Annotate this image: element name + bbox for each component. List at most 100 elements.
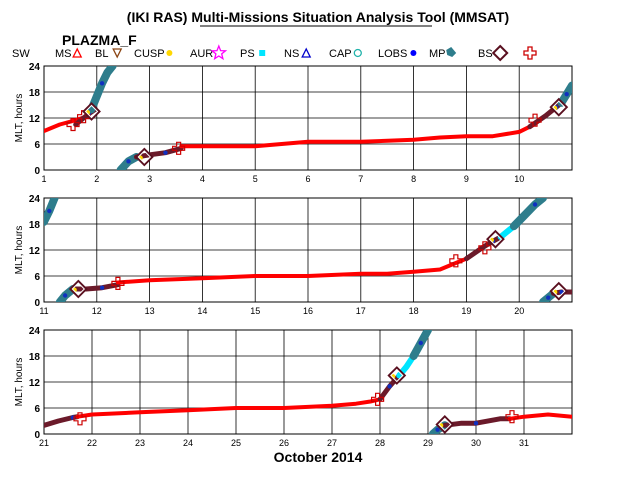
legend-symbol-circle	[353, 48, 362, 58]
crossing-marker	[449, 254, 463, 268]
legend-label: AUR	[190, 48, 213, 60]
bow-shock-marker	[549, 281, 569, 301]
lobs-point	[532, 202, 538, 207]
bow-shock-inner	[438, 417, 452, 432]
crossing-marker	[73, 412, 87, 426]
legend-entry-ns: NS	[284, 47, 312, 60]
lobs-point	[546, 295, 551, 300]
series-sw	[179, 124, 532, 149]
bow-shock-inner	[137, 150, 152, 164]
x-tick-label: 8	[411, 174, 416, 184]
bow-shock-marker	[82, 102, 101, 121]
y-tick-label: 24	[29, 194, 41, 205]
plot-frame	[43, 197, 573, 303]
x-tick-label: 23	[135, 438, 145, 448]
bow-shock-inner	[552, 100, 566, 114]
legend-entry-bs: BS	[478, 44, 509, 62]
legend-symbol-star	[210, 44, 228, 61]
plot-frame	[43, 65, 573, 171]
crossing-marker	[172, 141, 186, 155]
x-tick-label: 17	[356, 306, 366, 316]
spacecraft-name: PLAZMA_F	[62, 32, 137, 48]
series-mp	[509, 198, 547, 231]
y-tick-label: 12	[29, 246, 41, 257]
x-tick-label: 27	[327, 438, 337, 448]
y-tick-label: 12	[29, 378, 41, 389]
x-tick-label: 25	[231, 438, 241, 448]
y-tick-label: 6	[34, 404, 40, 415]
crossing-marker	[505, 410, 519, 424]
x-tick-label: 11	[39, 306, 48, 316]
legend-label: MP	[429, 48, 446, 60]
x-tick-label: 18	[409, 306, 419, 316]
lobs-point	[99, 81, 105, 86]
series-sw	[75, 397, 382, 419]
legend-label: MS	[55, 48, 72, 60]
bow-shock-marker	[549, 97, 569, 117]
y-tick-label: 24	[29, 326, 41, 337]
y-axis-label: MLT, hours	[14, 358, 25, 407]
bow-shock-marker	[68, 279, 88, 299]
x-tick-label: 5	[253, 174, 258, 184]
legend-label: PS	[240, 48, 255, 60]
crossing-marker	[66, 117, 80, 132]
crossing-marker	[528, 113, 542, 127]
crossing-marker	[478, 241, 492, 255]
data-layer	[44, 330, 572, 434]
legend-entry-aur: AUR	[190, 44, 228, 61]
lobs-point	[387, 384, 392, 389]
legend-entry-sw: SW	[12, 48, 30, 60]
y-axis-label: MLT, hours	[14, 94, 25, 143]
series-ms	[463, 234, 504, 262]
legend-entry-mp: MP	[429, 47, 457, 60]
legend-label: BL	[95, 48, 108, 60]
x-tick-label: 12	[92, 306, 102, 316]
bow-shock-marker	[486, 229, 505, 249]
x-tick-label: 20	[514, 306, 524, 316]
legend-label: LOBS	[378, 48, 407, 60]
x-tick-label: 4	[200, 174, 205, 184]
bow-shock-inner	[390, 368, 404, 383]
x-tick-label: 9	[464, 174, 469, 184]
y-tick-label: 18	[29, 352, 41, 363]
y-tick-label: 0	[34, 166, 40, 177]
data-layer	[44, 198, 572, 302]
legend-symbol-diamond	[491, 44, 509, 62]
lobs-point	[473, 420, 479, 426]
x-tick-label: 16	[303, 306, 313, 316]
x-axis-label: October 2014	[274, 449, 363, 465]
series-sw	[115, 256, 469, 285]
lobs-point	[418, 340, 423, 346]
panel-3: 0 6 12 18 24 21 22 23 24 25 26 27 28 29 30 31 MLT, hours	[14, 326, 573, 448]
lobs-point	[435, 427, 440, 432]
x-tick-label: 7	[358, 174, 363, 184]
bow-shock-inner	[488, 232, 503, 246]
y-tick-label: 18	[29, 88, 41, 99]
crossing-marker	[111, 276, 125, 290]
legend-entry-crossing	[523, 46, 537, 60]
x-tick-label: 28	[375, 438, 385, 448]
x-tick-label: 29	[423, 438, 433, 448]
legend-entry-bl: BL	[95, 48, 123, 60]
x-tick-label: 22	[87, 438, 97, 448]
y-tick-label: 24	[29, 62, 41, 73]
bow-shock-inner	[552, 284, 566, 298]
x-tick-label: 2	[94, 174, 99, 184]
x-tick-label: 15	[250, 306, 260, 316]
bow-shock-marker	[134, 147, 154, 167]
legend-entry-ms: MS	[55, 47, 83, 60]
lobs-point	[47, 208, 52, 214]
x-tick-label: 1	[41, 174, 46, 184]
lobs-point	[126, 159, 131, 164]
x-tick-label: 19	[461, 306, 471, 316]
series-mp	[87, 66, 117, 114]
y-tick-label: 6	[34, 140, 40, 151]
panel-2: 0 6 12 18 24 11 12 13 14 15 16 17 18 19 20 MLT, hours	[14, 194, 573, 316]
lobs-point	[564, 91, 569, 97]
legend-symbol-dot	[410, 50, 417, 56]
legend-entry-cusp: CUSP	[134, 48, 173, 60]
legend-symbol-triangle	[301, 47, 312, 58]
legend-entry-lobs: LOBS	[378, 48, 417, 60]
x-tick-label: 30	[471, 438, 481, 448]
